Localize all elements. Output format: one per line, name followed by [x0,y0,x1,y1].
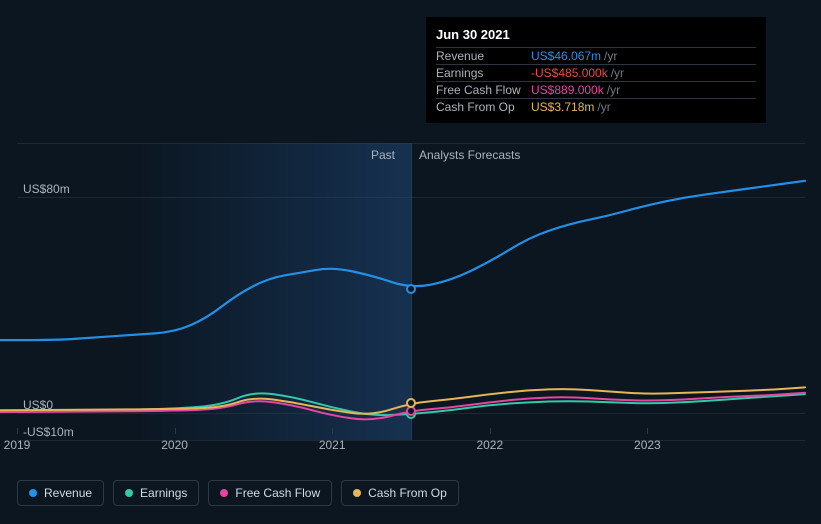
legend-dot [220,489,228,497]
x-tick [175,428,176,434]
hover-marker [406,284,416,294]
series-line [0,387,805,413]
chart-tooltip: Jun 30 2021 RevenueUS$46.067m/yrEarnings… [426,17,766,123]
legend-label: Free Cash Flow [235,486,320,500]
tooltip-row-unit: /yr [604,49,617,63]
tooltip-row: Free Cash FlowUS$889.000k/yr [436,81,756,98]
hover-marker [406,398,416,408]
tooltip-row-value: US$3.718m [531,100,594,114]
x-axis-label: 2021 [319,438,346,452]
legend-item[interactable]: Cash From Op [341,480,459,506]
tooltip-row-value: US$46.067m [531,49,601,63]
tooltip-row-label: Cash From Op [436,100,531,114]
tooltip-row: Cash From OpUS$3.718m/yr [436,98,756,115]
tooltip-row-label: Revenue [436,49,531,63]
x-tick [490,428,491,434]
financial-chart: Jun 30 2021 RevenueUS$46.067m/yrEarnings… [0,0,821,524]
tooltip-row-value: US$889.000k [531,83,604,97]
tooltip-row-unit: /yr [611,66,624,80]
tooltip-row-label: Free Cash Flow [436,83,531,97]
legend-item[interactable]: Revenue [17,480,104,506]
x-tick [332,428,333,434]
tooltip-row-value: -US$485.000k [531,66,608,80]
x-tick [647,428,648,434]
legend-label: Revenue [44,486,92,500]
y-axis-label: -US$10m [23,425,74,439]
x-axis-label: 2022 [476,438,503,452]
series-line [0,181,805,340]
legend-label: Cash From Op [368,486,447,500]
legend-label: Earnings [140,486,187,500]
tooltip-row-label: Earnings [436,66,531,80]
tooltip-row-unit: /yr [597,100,610,114]
tooltip-row: RevenueUS$46.067m/yr [436,47,756,64]
legend-dot [353,489,361,497]
legend-item[interactable]: Free Cash Flow [208,480,332,506]
legend-dot [125,489,133,497]
legend-item[interactable]: Earnings [113,480,199,506]
x-axis-label: 2019 [4,438,31,452]
y-axis-label: US$80m [23,182,70,196]
forecast-label: Analysts Forecasts [419,148,520,162]
gridline [17,440,805,441]
tooltip-row: Earnings-US$485.000k/yr [436,64,756,81]
tooltip-date: Jun 30 2021 [436,25,756,47]
y-axis-label: US$0 [23,398,53,412]
x-axis-label: 2023 [634,438,661,452]
tooltip-row-unit: /yr [607,83,620,97]
x-axis-label: 2020 [161,438,188,452]
legend-dot [29,489,37,497]
x-tick [17,428,18,434]
past-label: Past [371,148,395,162]
chart-legend: Revenue Earnings Free Cash Flow Cash From O… [17,480,459,506]
